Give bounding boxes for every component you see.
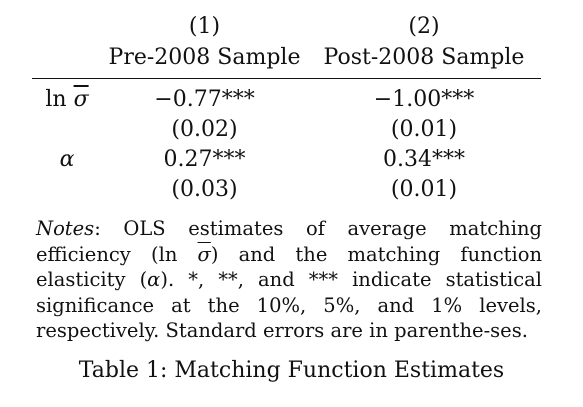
column-number-1: (1): [188, 14, 221, 39]
notes-math-ln: ln: [158, 242, 198, 266]
coef-ln-sigma-pre: −0.77***: [154, 87, 255, 112]
notes-text-part-3: ). *, **, and *** indicate statistical s…: [36, 268, 542, 342]
se-ln-sigma-pre: (0.02): [171, 117, 238, 142]
column-header-row: Pre-2008 Sample Post-2008 Sample: [32, 42, 541, 79]
results-table-container: (1) (2) Pre-2008 Sample Post-2008 Sample…: [32, 12, 541, 205]
table-row-ln-sigma-coef: ln σ −0.77*** −1.00***: [32, 79, 541, 116]
table-notes: Notes: OLS estimates of average matching…: [36, 216, 542, 344]
se-alpha-post: (0.01): [390, 177, 458, 202]
row-label-ln-sigma: ln σ: [32, 79, 102, 116]
column-header-pre-2008: Pre-2008 Sample: [102, 42, 307, 79]
coef-alpha-post: 0.34***: [383, 147, 465, 172]
table-caption: Table 1: Matching Function Estimates: [78, 358, 505, 383]
table-row-alpha-se: (0.03) (0.01): [32, 175, 541, 205]
coef-alpha-pre: 0.27***: [163, 147, 246, 172]
notes-math-alpha: α: [147, 268, 161, 291]
results-table: (1) (2) Pre-2008 Sample Post-2008 Sample…: [32, 12, 541, 205]
notes-text-part-2: ) and the matching function elasticity (: [36, 242, 543, 292]
row-label-alpha: α: [59, 147, 75, 172]
column-header-post-2008: Post-2008 Sample: [307, 42, 541, 79]
se-alpha-pre: (0.03): [171, 177, 238, 202]
notes-math-ln-sigma: ln σ: [159, 243, 211, 266]
row-label-sigma-bar: σ: [73, 87, 89, 112]
column-number-2: (2): [408, 14, 440, 39]
header-blank-cell: [32, 12, 102, 42]
row-label-blank: [32, 175, 102, 205]
table-row-alpha-coef: α 0.27*** 0.34***: [32, 145, 541, 175]
se-ln-sigma-post: (0.01): [390, 117, 458, 142]
header-blank-cell: [32, 42, 102, 79]
row-label-blank: [32, 115, 102, 145]
notes-heading: Notes: [36, 217, 95, 240]
column-number-row: (1) (2): [32, 12, 541, 42]
coef-ln-sigma-post: −1.00***: [373, 87, 475, 112]
row-label-ln: ln: [45, 87, 74, 112]
notes-math-sigma-bar: σ: [197, 242, 211, 266]
notes-text-part-1: : OLS estimates of average matching effi…: [36, 217, 542, 266]
table-row-ln-sigma-se: (0.02) (0.01): [32, 115, 541, 145]
